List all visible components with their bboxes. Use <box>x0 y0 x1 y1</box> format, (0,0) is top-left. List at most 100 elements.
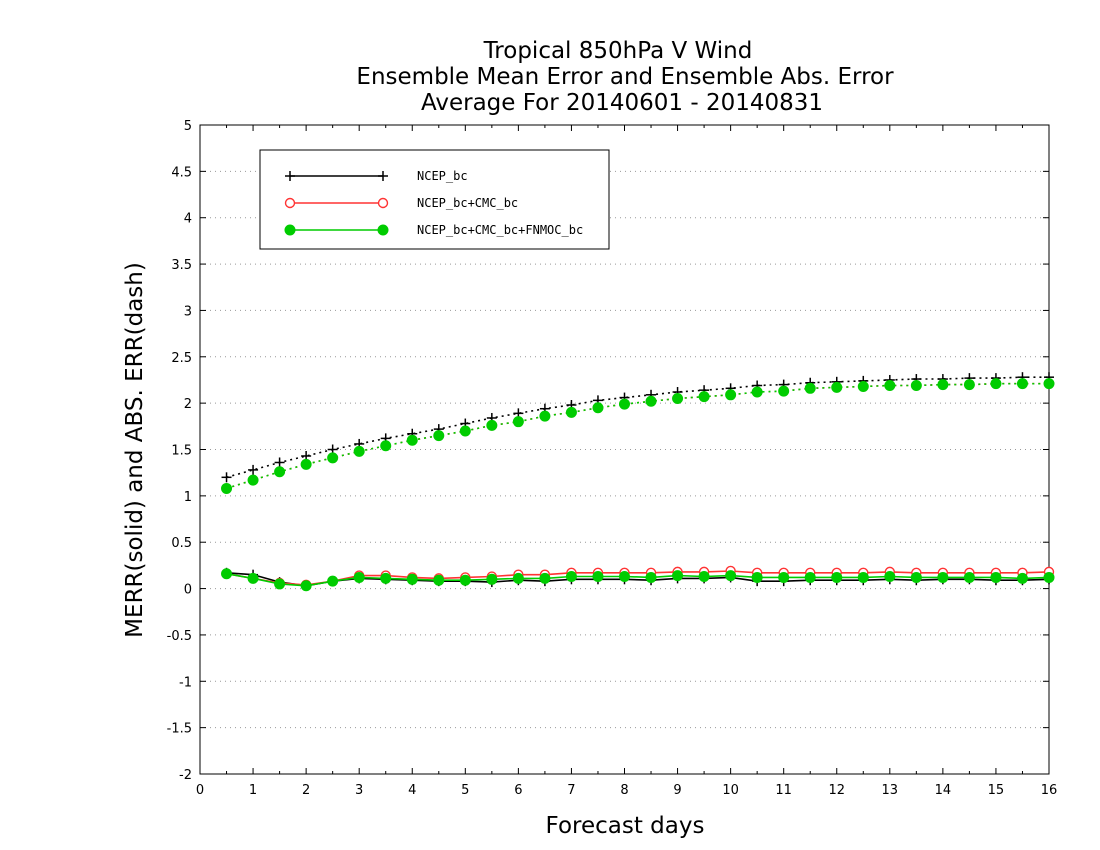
series-3-abs-err-point <box>512 416 524 428</box>
x-tick-label: 7 <box>567 783 575 798</box>
y-tick-label: 1.5 <box>171 444 192 459</box>
series-3-merr-point <box>751 571 763 583</box>
series-3-merr-point <box>804 571 816 583</box>
series-3-merr-point <box>672 570 684 582</box>
legend-marker <box>285 171 295 181</box>
series-3-abs-err-point <box>778 385 790 397</box>
series-1-abs-err-point <box>248 464 259 475</box>
x-tick-label: 3 <box>355 783 363 798</box>
series-3-abs-err-point <box>433 430 445 442</box>
y-axis-label: MERR(solid) and ABS. ERR(dash) <box>122 262 148 638</box>
series-3-abs-err-point <box>831 381 843 393</box>
series-3-abs-err-point <box>459 425 471 437</box>
series-3-abs-err-point <box>725 389 737 401</box>
series-3-abs-err-point <box>539 410 551 422</box>
x-tick-label: 2 <box>302 783 310 798</box>
series-1-abs-err-line <box>226 376 1049 479</box>
series-3-merr-point <box>459 574 471 586</box>
series-3-merr-point <box>221 568 233 580</box>
y-tick-label: 0.5 <box>171 536 192 551</box>
series-3-abs-err-point <box>990 378 1002 390</box>
series-3-merr-point <box>1016 572 1028 584</box>
series-3-merr-point <box>990 571 1002 583</box>
x-tick-label: 9 <box>673 783 681 798</box>
y-tick-label: -1.5 <box>167 722 192 737</box>
series-3-abs-err-point <box>274 466 286 478</box>
series-3-merr-point <box>274 578 286 590</box>
y-tick-label: -1 <box>179 675 192 690</box>
x-tick-label: 8 <box>620 783 628 798</box>
series-3-abs-err-point <box>963 379 975 391</box>
y-tick-label: 3.5 <box>171 258 192 273</box>
series-3-abs-err-point <box>884 380 896 392</box>
series-3-abs-err-line <box>226 382 1049 490</box>
x-tick-label: 0 <box>196 783 204 798</box>
series-3-abs-err-point <box>645 395 657 407</box>
series-3-merr-point <box>512 572 524 584</box>
series-3-merr-point <box>486 573 498 585</box>
x-tick-label: 5 <box>461 783 469 798</box>
series-3-merr-point <box>565 571 577 583</box>
legend-marker <box>378 171 388 181</box>
legend-marker <box>377 197 389 209</box>
title-line-2: Ensemble Mean Error and Ensemble Abs. Er… <box>356 64 894 90</box>
title-line-1: Tropical 850hPa V Wind <box>483 38 753 64</box>
legend-box <box>259 149 610 250</box>
series-3-abs-err-point <box>592 402 604 414</box>
x-tick-label: 10 <box>722 783 739 798</box>
series-3-merr-point <box>725 570 737 582</box>
legend-marker <box>284 197 296 209</box>
y-tick-label: 5 <box>184 119 192 134</box>
series-3-merr-point <box>539 572 551 584</box>
x-tick-label: 1 <box>249 783 257 798</box>
y-tick-label: 2.5 <box>171 351 192 366</box>
x-tick-label: 4 <box>408 783 416 798</box>
series-3-abs-err-point <box>1016 378 1028 390</box>
series-3-abs-err-point <box>751 386 763 398</box>
legend-marker <box>284 224 296 236</box>
series-layer <box>221 372 1055 592</box>
legend-label: NCEP_bc+CMC_bc <box>417 196 518 210</box>
series-3-merr-point <box>247 572 259 584</box>
series-3-abs-err-point <box>804 382 816 394</box>
gridlines <box>200 170 1049 729</box>
series-3-merr-point <box>1043 571 1055 583</box>
series-3-merr-point <box>300 580 312 592</box>
series-3-abs-err-point <box>327 452 339 464</box>
series-3-abs-err-point <box>937 379 949 391</box>
legend-label: NCEP_bc+CMC_bc+FNMOC_bc <box>417 223 583 237</box>
series-2-abs-err-line <box>226 382 1049 490</box>
series-3-abs-err-point <box>353 445 365 457</box>
x-tick-label: 12 <box>828 783 845 798</box>
series-3-abs-err-point <box>406 434 418 446</box>
y-tick-label: 4.5 <box>171 165 192 180</box>
series-3-merr-point <box>327 575 339 587</box>
y-tick-label: -0.5 <box>167 629 192 644</box>
x-tick-label: 11 <box>775 783 792 798</box>
series-3-merr-point <box>963 571 975 583</box>
y-tick-label: -2 <box>179 768 192 783</box>
legend-label: NCEP_bc <box>417 169 468 183</box>
legend-marker <box>377 224 389 236</box>
x-tick-label: 16 <box>1041 783 1058 798</box>
x-tick-label: 13 <box>882 783 899 798</box>
series-3-merr-point <box>910 571 922 583</box>
legend: NCEP_bc NCEP_bc+CMC_bc NCEP_bc+CMC_bc+FNMO… <box>259 149 610 250</box>
series-3-abs-err-point <box>565 406 577 418</box>
x-tick-label: 6 <box>514 783 522 798</box>
y-tick-label: 2 <box>184 397 192 412</box>
series-3-abs-err-point <box>857 380 869 392</box>
title-line-3: Average For 20140601 - 20140831 <box>421 90 823 116</box>
x-axis: 0 1 2 3 4 5 6 7 8 9 10 11 12 13 14 15 16 <box>196 125 1057 798</box>
series-3-merr-point <box>857 571 869 583</box>
series-3-abs-err-point <box>910 380 922 392</box>
series-3-abs-err-point <box>486 419 498 431</box>
series-3-merr-point <box>406 573 418 585</box>
series-3-abs-err-point <box>619 398 630 410</box>
y-tick-label: 4 <box>184 212 192 227</box>
series-3-merr-point <box>592 571 604 583</box>
y-axis: 5 4.5 4 3.5 3 2.5 2 1.5 1 0.5 0 -0.5 -1 -1.5 -2 <box>167 119 1049 783</box>
x-tick-label: 14 <box>935 783 952 798</box>
series-3-abs-err-point <box>380 440 392 452</box>
